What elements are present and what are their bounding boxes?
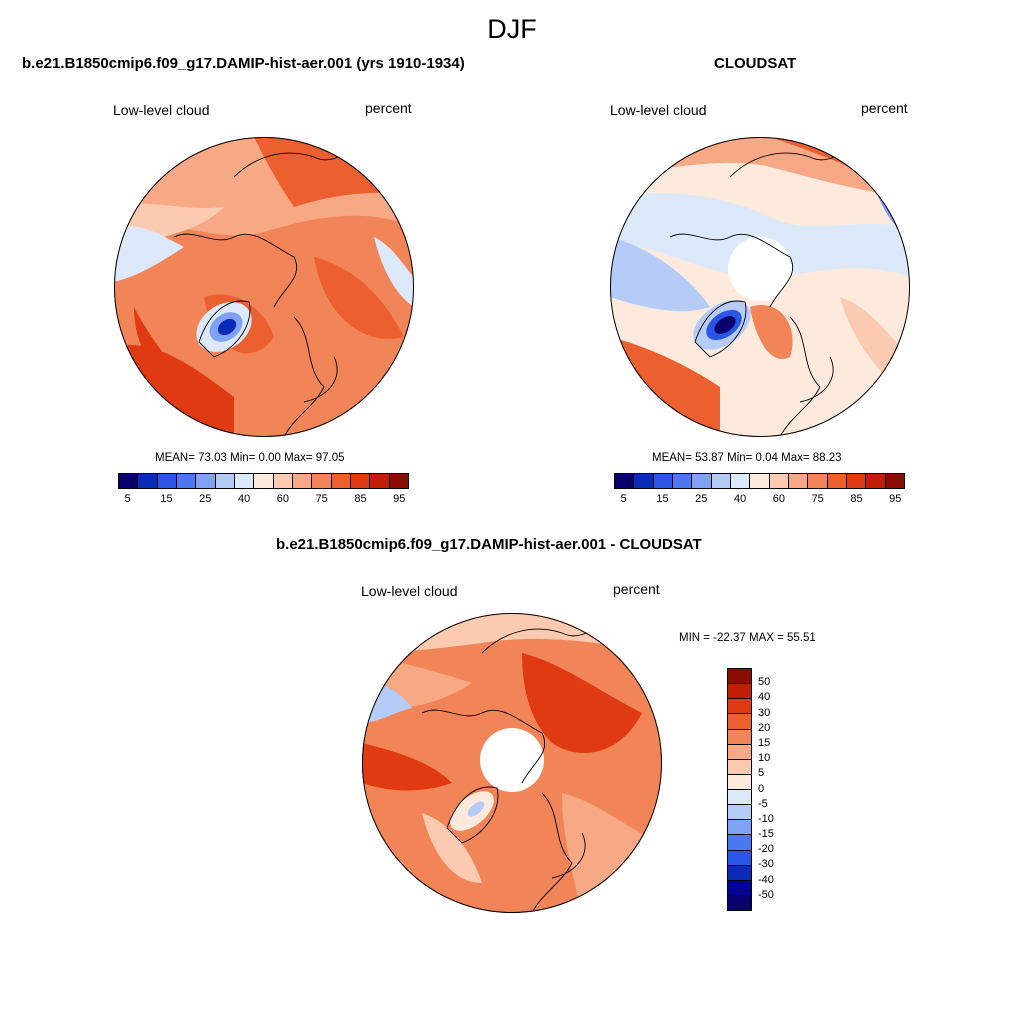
colorbar-swatch <box>728 669 751 685</box>
colorbar-tick-label: -50 <box>758 888 774 901</box>
diff-variable-label: Low-level cloud <box>361 583 458 599</box>
colorbar-tick-label: 20 <box>758 721 771 734</box>
colorbar-swatch <box>730 474 751 488</box>
model-colorbar <box>118 473 409 489</box>
colorbar-tick-label: 5 <box>758 767 765 780</box>
colorbar-swatch <box>728 684 751 700</box>
colorbar-swatch <box>728 759 751 775</box>
colorbar-tick-label: 0 <box>758 782 765 795</box>
colorbar-swatch <box>653 474 673 488</box>
colorbar-tick-label: -10 <box>758 812 774 825</box>
colorbar-swatch <box>292 474 313 488</box>
colorbar-tick-label: 25 <box>199 493 212 505</box>
colorbar-swatch <box>119 474 139 488</box>
colorbar-swatch <box>273 474 293 488</box>
obs-panel-title: CLOUDSAT <box>714 55 797 72</box>
model-polar-map <box>114 137 414 437</box>
model-colorbar-ticks: 5 15 25 40 60 75 85 95 <box>118 493 409 507</box>
colorbar-tick-label: -30 <box>758 858 774 871</box>
colorbar-swatch <box>728 850 751 866</box>
colorbar-tick-label: 75 <box>811 493 824 505</box>
colorbar-swatch <box>370 474 390 488</box>
colorbar-swatch <box>728 835 751 851</box>
colorbar-tick-label: 5 <box>124 493 131 505</box>
colorbar-swatch <box>176 474 197 488</box>
colorbar-swatch <box>615 474 635 488</box>
colorbar-swatch <box>711 474 731 488</box>
colorbar-tick-label: 50 <box>758 676 771 689</box>
colorbar-tick-label: 30 <box>758 706 771 719</box>
colorbar-tick-label: 15 <box>656 493 669 505</box>
obs-units-label: percent <box>861 100 908 116</box>
colorbar-tick-label: 40 <box>733 493 747 505</box>
colorbar-swatch <box>728 865 751 881</box>
colorbar-tick-label: -5 <box>758 797 768 810</box>
colorbar-swatch <box>866 474 886 488</box>
colorbar-swatch <box>728 729 751 745</box>
diff-colorbar-ticks: 50 40 30 20 15 10 5 0 -5 -10 -15 -20 -30 -40 -50 <box>758 668 798 911</box>
colorbar-tick-label: -15 <box>758 828 774 841</box>
colorbar-tick-label: 95 <box>889 493 902 505</box>
diff-minmax: MIN = -22.37 MAX = 55.51 <box>679 632 816 644</box>
colorbar-tick-label: 40 <box>758 691 771 704</box>
colorbar-swatch <box>634 474 654 488</box>
diff-polar-map <box>362 613 662 913</box>
colorbar-swatch <box>728 820 751 836</box>
obs-colorbar <box>614 473 905 489</box>
colorbar-swatch <box>728 895 751 910</box>
colorbar-tick-label: 85 <box>850 493 863 505</box>
diff-panel-title: b.e21.B1850cmip6.f09_g17.DAMIP-hist-aer.… <box>276 536 702 553</box>
model-panel-title: b.e21.B1850cmip6.f09_g17.DAMIP-hist-aer.… <box>22 55 465 72</box>
colorbar-tick-label: 95 <box>393 493 406 505</box>
colorbar-tick-label: 75 <box>315 493 328 505</box>
colorbar-swatch <box>750 474 770 488</box>
colorbar-swatch <box>769 474 789 488</box>
colorbar-swatch <box>234 474 255 488</box>
model-stats: MEAN= 73.03 Min= 0.00 Max= 97.05 <box>155 452 345 464</box>
colorbar-tick-label: 15 <box>758 736 771 749</box>
colorbar-tick-label: 40 <box>237 493 251 505</box>
colorbar-tick-label: 15 <box>160 493 173 505</box>
colorbar-swatch <box>254 474 274 488</box>
colorbar-swatch <box>728 774 751 790</box>
colorbar-swatch <box>196 474 216 488</box>
colorbar-swatch <box>728 699 751 715</box>
colorbar-swatch <box>728 714 751 730</box>
colorbar-tick-label: 5 <box>620 493 627 505</box>
colorbar-swatch <box>157 474 177 488</box>
colorbar-tick-label: -40 <box>758 873 774 886</box>
colorbar-swatch <box>808 474 828 488</box>
obs-colorbar-ticks: 5 15 25 40 60 75 85 95 <box>614 493 905 507</box>
colorbar-tick-label: -20 <box>758 843 774 856</box>
colorbar-swatch <box>827 474 847 488</box>
colorbar-tick-label: 85 <box>354 493 367 505</box>
season-title: DJF <box>487 14 537 44</box>
colorbar-swatch <box>672 474 693 488</box>
colorbar-swatch <box>728 790 751 806</box>
colorbar-swatch <box>728 744 751 760</box>
colorbar-swatch <box>885 474 904 488</box>
obs-polar-map <box>610 137 910 437</box>
colorbar-swatch <box>728 880 751 896</box>
colorbar-swatch <box>138 474 158 488</box>
colorbar-swatch <box>350 474 371 488</box>
colorbar-swatch <box>215 474 235 488</box>
colorbar-tick-label: 60 <box>772 493 786 505</box>
obs-variable-label: Low-level cloud <box>610 102 707 118</box>
colorbar-tick-label: 10 <box>758 752 771 765</box>
obs-stats: MEAN= 53.87 Min= 0.04 Max= 88.23 <box>652 452 842 464</box>
colorbar-tick-label: 25 <box>695 493 708 505</box>
colorbar-tick-label: 60 <box>276 493 290 505</box>
diff-units-label: percent <box>613 581 660 597</box>
colorbar-swatch <box>728 805 751 821</box>
colorbar-swatch <box>389 474 408 488</box>
colorbar-swatch <box>846 474 867 488</box>
diff-colorbar <box>727 668 752 911</box>
colorbar-swatch <box>312 474 332 488</box>
model-units-label: percent <box>365 100 412 116</box>
model-variable-label: Low-level cloud <box>113 102 210 118</box>
colorbar-swatch <box>692 474 712 488</box>
colorbar-swatch <box>788 474 809 488</box>
colorbar-swatch <box>331 474 351 488</box>
